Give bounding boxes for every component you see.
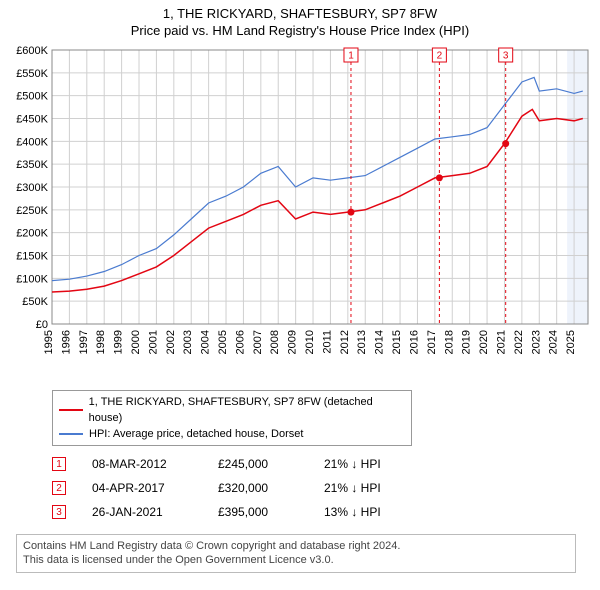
svg-text:1997: 1997 (78, 330, 90, 354)
svg-text:£350K: £350K (16, 159, 48, 171)
svg-text:2001: 2001 (147, 330, 159, 354)
svg-text:1998: 1998 (95, 330, 107, 354)
attribution-footer: Contains HM Land Registry data © Crown c… (16, 534, 576, 573)
footer-line: Contains HM Land Registry data © Crown c… (23, 539, 569, 553)
transaction-row: 1 08-MAR-2012 £245,000 21% ↓ HPI (52, 452, 592, 476)
svg-text:2016: 2016 (408, 330, 420, 354)
transaction-marker: 1 (52, 457, 66, 471)
svg-text:£100K: £100K (16, 273, 48, 285)
svg-text:2012: 2012 (339, 330, 351, 354)
svg-text:£300K: £300K (16, 182, 48, 194)
svg-text:2013: 2013 (356, 330, 368, 354)
legend-item: HPI: Average price, detached house, Dors… (59, 426, 405, 442)
legend-swatch (59, 433, 83, 435)
svg-text:2015: 2015 (391, 330, 403, 354)
svg-text:2011: 2011 (321, 330, 333, 354)
svg-text:£500K: £500K (16, 91, 48, 103)
svg-text:2024: 2024 (548, 330, 560, 354)
legend-item: 1, THE RICKYARD, SHAFTESBURY, SP7 8FW (d… (59, 394, 405, 426)
legend-label: 1, THE RICKYARD, SHAFTESBURY, SP7 8FW (d… (89, 394, 405, 426)
page-title: 1, THE RICKYARD, SHAFTESBURY, SP7 8FW (8, 6, 592, 21)
svg-text:2003: 2003 (182, 330, 194, 354)
transaction-date: 08-MAR-2012 (92, 457, 192, 471)
transaction-diff: 21% ↓ HPI (324, 457, 424, 471)
svg-text:2000: 2000 (130, 330, 142, 354)
svg-text:£200K: £200K (16, 228, 48, 240)
svg-text:£0: £0 (36, 319, 48, 331)
svg-text:£550K: £550K (16, 68, 48, 80)
price-chart: £0 £50K £100K £150K £200K £250K £300K £350K £400… (8, 44, 592, 384)
svg-text:2020: 2020 (478, 330, 490, 354)
transaction-price: £395,000 (218, 505, 298, 519)
svg-text:£150K: £150K (16, 251, 48, 263)
svg-text:£400K: £400K (16, 136, 48, 148)
svg-text:£250K: £250K (16, 205, 48, 217)
legend: 1, THE RICKYARD, SHAFTESBURY, SP7 8FW (d… (52, 390, 412, 446)
footer-line: This data is licensed under the Open Gov… (23, 553, 569, 567)
svg-text:2023: 2023 (530, 330, 542, 354)
page-subtitle: Price paid vs. HM Land Registry's House … (8, 23, 592, 38)
svg-text:2025: 2025 (565, 330, 577, 354)
svg-text:2017: 2017 (426, 330, 438, 354)
transaction-row: 2 04-APR-2017 £320,000 21% ↓ HPI (52, 476, 592, 500)
svg-text:2002: 2002 (165, 330, 177, 354)
transaction-date: 26-JAN-2021 (92, 505, 192, 519)
legend-swatch (59, 409, 83, 411)
svg-text:2021: 2021 (495, 330, 507, 354)
svg-text:£600K: £600K (16, 45, 48, 57)
transaction-diff: 13% ↓ HPI (324, 505, 424, 519)
svg-text:2022: 2022 (513, 330, 525, 354)
svg-text:2019: 2019 (461, 330, 473, 354)
svg-text:2008: 2008 (269, 330, 281, 354)
transaction-row: 3 26-JAN-2021 £395,000 13% ↓ HPI (52, 500, 592, 524)
svg-text:2007: 2007 (252, 330, 264, 354)
transaction-price: £320,000 (218, 481, 298, 495)
svg-text:£50K: £50K (22, 296, 48, 308)
svg-text:2006: 2006 (234, 330, 246, 354)
transaction-marker: 3 (52, 505, 66, 519)
svg-text:£450K: £450K (16, 114, 48, 126)
svg-text:3: 3 (503, 51, 509, 62)
transaction-diff: 21% ↓ HPI (324, 481, 424, 495)
svg-text:2009: 2009 (287, 330, 299, 354)
svg-text:2004: 2004 (200, 330, 212, 354)
svg-text:1: 1 (348, 51, 354, 62)
transaction-date: 04-APR-2017 (92, 481, 192, 495)
transaction-price: £245,000 (218, 457, 298, 471)
svg-text:2: 2 (437, 51, 443, 62)
legend-label: HPI: Average price, detached house, Dors… (89, 426, 303, 442)
svg-text:1999: 1999 (113, 330, 125, 354)
transaction-marker: 2 (52, 481, 66, 495)
svg-text:2010: 2010 (304, 330, 316, 354)
svg-text:2014: 2014 (374, 330, 386, 354)
svg-text:2018: 2018 (443, 330, 455, 354)
svg-text:2005: 2005 (217, 330, 229, 354)
svg-text:1996: 1996 (60, 330, 72, 354)
svg-text:1995: 1995 (43, 330, 55, 354)
transactions-table: 1 08-MAR-2012 £245,000 21% ↓ HPI 2 04-APR-201… (52, 452, 592, 524)
